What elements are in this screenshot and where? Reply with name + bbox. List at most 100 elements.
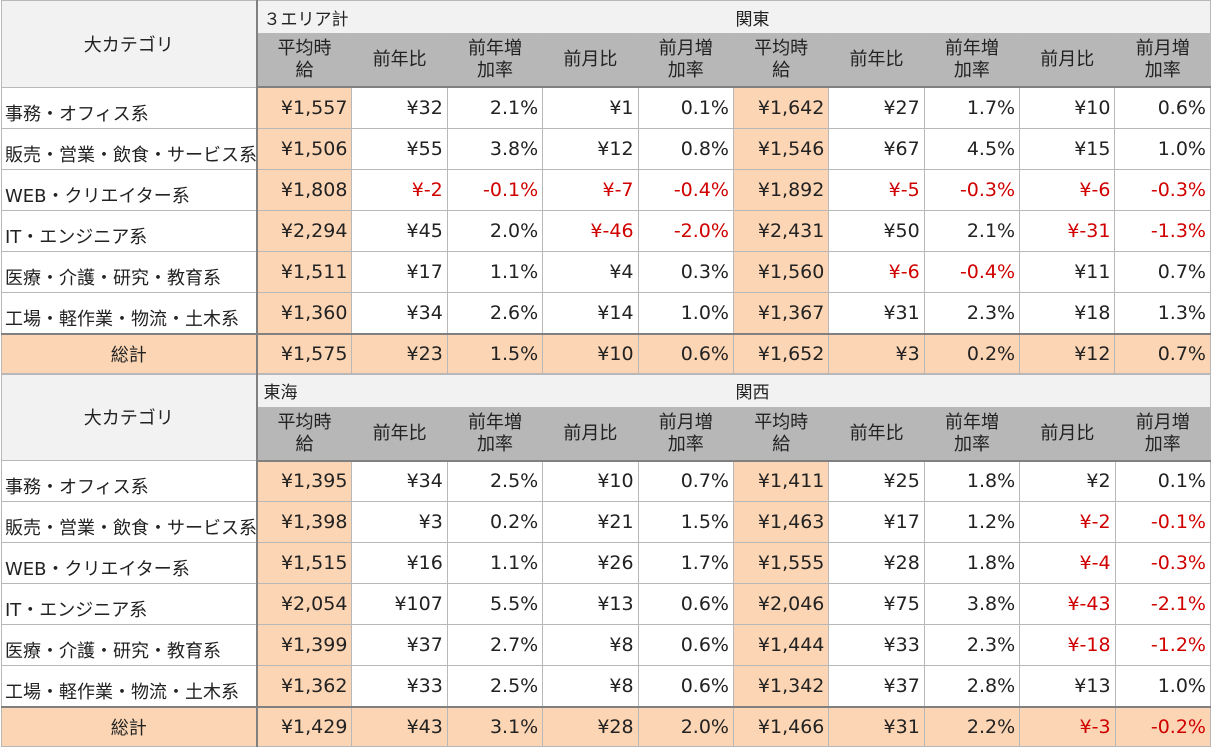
column-header: 前月増加率 — [1115, 407, 1210, 461]
category-label: IT・エンジニア系 — [2, 210, 257, 251]
table-cell: 1.8% — [924, 543, 1019, 584]
right-area-name: 関西 — [734, 374, 1211, 407]
table-cell: ¥1,511 — [257, 251, 352, 292]
category-label: 工場・軽作業・物流・土木系 — [2, 292, 257, 334]
total-cell: ¥1,652 — [733, 334, 828, 374]
total-cell: ¥10 — [543, 334, 638, 374]
column-header: 平均時給 — [257, 407, 352, 461]
table-cell: 0.8% — [638, 128, 733, 169]
table-cell: ¥107 — [352, 584, 447, 625]
total-label: 総計 — [2, 334, 257, 374]
table-cell: ¥2,046 — [734, 584, 829, 625]
column-header: 前月比 — [1020, 34, 1115, 88]
table-cell: ¥34 — [352, 461, 447, 502]
table-cell: ¥-2 — [1020, 502, 1115, 543]
column-header: 前年増加率 — [447, 34, 542, 88]
table-cell: 1.0% — [638, 292, 733, 334]
table-cell: 1.0% — [1115, 666, 1210, 708]
total-label: 総計 — [2, 707, 257, 747]
table-cell: ¥25 — [829, 461, 924, 502]
table-cell: 0.6% — [638, 666, 733, 708]
category-label: IT・エンジニア系 — [2, 584, 257, 625]
table-cell: -0.4% — [638, 169, 733, 210]
table-cell: 2.3% — [924, 292, 1019, 334]
table-cell: ¥2,294 — [257, 210, 352, 251]
column-header: 前年比 — [829, 34, 924, 88]
table-cell: ¥1,557 — [257, 87, 352, 128]
table-cell: 2.1% — [924, 210, 1019, 251]
table-cell: 2.0% — [447, 210, 542, 251]
table-cell: -0.1% — [1115, 502, 1210, 543]
category-label: 医療・介護・研究・教育系 — [2, 625, 257, 666]
table-cell: ¥-7 — [543, 169, 638, 210]
table-cell: ¥1,399 — [257, 625, 352, 666]
table-cell: ¥13 — [543, 584, 638, 625]
total-cell: ¥31 — [829, 707, 924, 747]
table-cell: 0.6% — [1115, 87, 1211, 128]
total-cell: ¥3 — [829, 334, 924, 374]
total-cell: 1.5% — [447, 334, 542, 374]
table-cell: ¥10 — [1020, 87, 1115, 128]
table-cell: ¥11 — [1020, 251, 1115, 292]
category-header: 大カテゴリ — [2, 1, 257, 88]
table-cell: ¥2 — [1020, 461, 1115, 502]
table-cell: ¥3 — [352, 502, 447, 543]
column-header: 前月増加率 — [638, 34, 733, 88]
table-cell: 1.0% — [1115, 128, 1211, 169]
table-cell: ¥1 — [543, 87, 638, 128]
category-label: 医療・介護・研究・教育系 — [2, 251, 257, 292]
table-cell: ¥50 — [829, 210, 924, 251]
table-cell: 1.5% — [638, 502, 733, 543]
table-cell: ¥-4 — [1020, 543, 1115, 584]
table-cell: ¥31 — [829, 292, 924, 334]
table-cell: 1.1% — [447, 543, 542, 584]
area-wage-table: 大カテゴリ東海関西平均時給前年比前年増加率前月比前月増加率平均時給前年比前年増加… — [1, 374, 1211, 747]
category-label: 工場・軽作業・物流・土木系 — [2, 666, 257, 708]
table-cell: ¥2,431 — [733, 210, 828, 251]
table-cell: 3.8% — [447, 128, 542, 169]
table-cell: ¥27 — [829, 87, 924, 128]
table-cell: -0.1% — [447, 169, 542, 210]
table-cell: ¥1,398 — [257, 502, 352, 543]
total-cell: 3.1% — [447, 707, 542, 747]
table-cell: ¥67 — [829, 128, 924, 169]
table-cell: ¥1,342 — [734, 666, 829, 708]
table-cell: ¥1,463 — [734, 502, 829, 543]
table-cell: ¥2,054 — [257, 584, 352, 625]
table-cell: -2.0% — [638, 210, 733, 251]
column-header: 前月増加率 — [638, 407, 733, 461]
table-cell: ¥1,515 — [257, 543, 352, 584]
table-cell: 2.5% — [447, 666, 542, 708]
table-cell: ¥15 — [1020, 128, 1115, 169]
table-cell: 1.3% — [1115, 292, 1211, 334]
table-cell: ¥1,395 — [257, 461, 352, 502]
table-cell: ¥1,808 — [257, 169, 352, 210]
table-cell: 2.7% — [447, 625, 542, 666]
table-cell: -1.3% — [1115, 210, 1211, 251]
table-cell: -0.3% — [1115, 543, 1210, 584]
total-cell: 0.7% — [1115, 334, 1211, 374]
table-cell: -0.4% — [924, 251, 1019, 292]
table-cell: ¥8 — [543, 625, 638, 666]
total-cell: ¥43 — [352, 707, 447, 747]
table-cell: 1.2% — [924, 502, 1019, 543]
category-header: 大カテゴリ — [2, 374, 257, 461]
table-cell: ¥55 — [352, 128, 447, 169]
table-cell: ¥-31 — [1020, 210, 1115, 251]
table-cell: 0.7% — [638, 461, 733, 502]
table-cell: ¥16 — [352, 543, 447, 584]
table-cell: 1.8% — [924, 461, 1019, 502]
area-header-row: 大カテゴリ東海関西 — [2, 374, 1211, 407]
table-cell: ¥21 — [543, 502, 638, 543]
table-cell: ¥75 — [829, 584, 924, 625]
table-cell: ¥1,892 — [733, 169, 828, 210]
